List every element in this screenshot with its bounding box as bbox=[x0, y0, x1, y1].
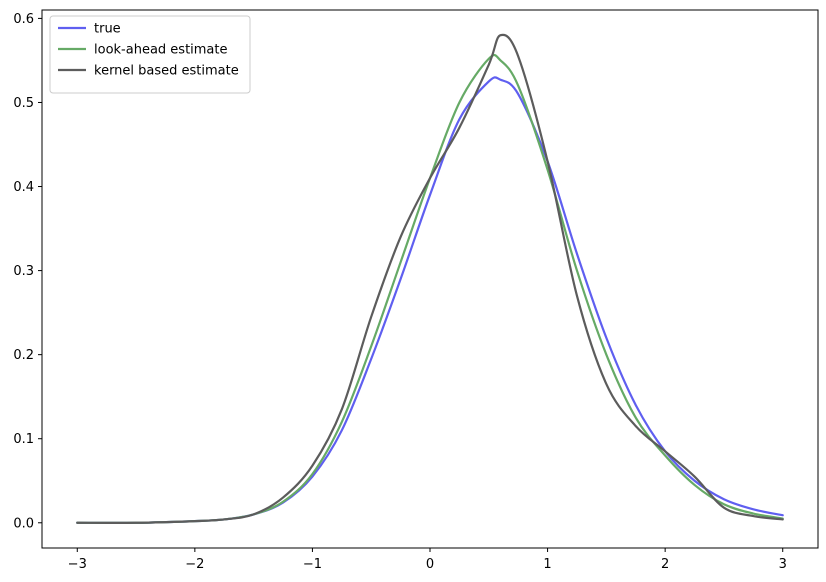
y-tick-label: 0.2 bbox=[13, 348, 34, 363]
y-tick-label: 0.5 bbox=[13, 96, 34, 111]
y-tick-label: 0.1 bbox=[13, 432, 34, 447]
legend: true look-ahead estimate kernel based esti… bbox=[49, 15, 251, 94]
x-tick-label: −1 bbox=[303, 557, 322, 572]
y-tick-label: 0.6 bbox=[13, 12, 34, 27]
legend-label: kernel based estimate bbox=[94, 64, 239, 79]
y-axis: 0.0 0.1 0.2 0.3 0.4 0.5 0.6 bbox=[13, 12, 42, 531]
series-layer bbox=[76, 33, 784, 525]
y-tick-label: 0.3 bbox=[13, 264, 34, 279]
y-tick-label: 0.4 bbox=[13, 180, 34, 195]
legend-box bbox=[49, 15, 251, 94]
x-axis: −3 −2 −1 0 1 2 3 bbox=[68, 548, 787, 572]
x-tick-label: −3 bbox=[68, 557, 87, 572]
x-tick-label: 1 bbox=[543, 557, 551, 572]
x-tick-label: −2 bbox=[185, 557, 204, 572]
x-tick-label: 2 bbox=[661, 557, 669, 572]
x-tick-label: 3 bbox=[779, 557, 787, 572]
legend-label: look-ahead estimate bbox=[94, 43, 228, 58]
y-tick-label: 0.0 bbox=[13, 516, 34, 531]
x-tick-label: 0 bbox=[426, 557, 434, 572]
series-line-kernel-based-estimate bbox=[76, 33, 784, 525]
legend-label: true bbox=[94, 22, 121, 37]
